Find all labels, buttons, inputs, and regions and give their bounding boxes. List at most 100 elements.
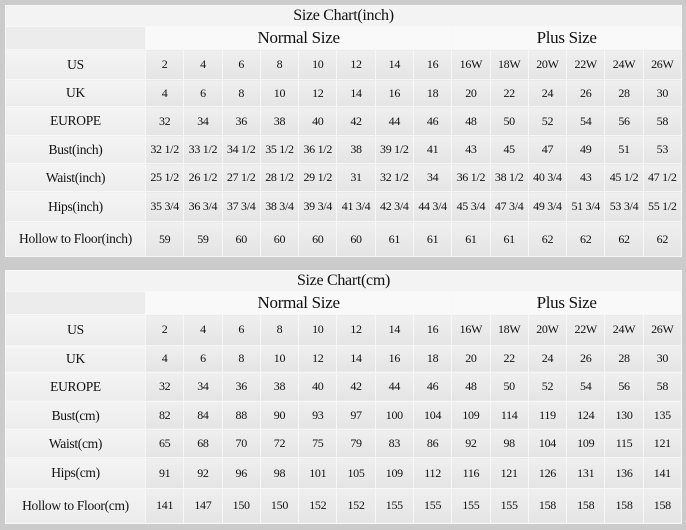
size-value-cell: 90 xyxy=(259,400,300,431)
row-label: Bust(inch) xyxy=(5,135,146,164)
size-value-cell: 152 xyxy=(298,487,338,525)
size-value-cell: 26W xyxy=(642,314,683,346)
size-value-cell: 50 xyxy=(489,106,529,136)
size-value-cell: 8 xyxy=(259,314,300,346)
size-value-cell: 31 xyxy=(336,163,376,192)
size-value-cell: 22W xyxy=(566,314,606,346)
size-value-cell: 54 xyxy=(566,371,606,402)
size-value-cell: 136 xyxy=(604,457,644,489)
size-value-cell: 92 xyxy=(183,457,223,489)
size-value-cell: 93 xyxy=(298,400,338,431)
size-value-cell: 24 xyxy=(527,79,568,107)
size-value-cell: 14 xyxy=(336,79,376,107)
corner-cell xyxy=(5,291,146,316)
size-value-cell: 61 xyxy=(412,221,453,257)
size-value-cell: 38 xyxy=(336,135,376,164)
size-value-cell: 6 xyxy=(221,314,261,346)
size-value-cell: 32 1/2 xyxy=(374,163,414,192)
size-value-cell: 158 xyxy=(566,487,606,525)
size-value-cell: 44 3/4 xyxy=(412,191,453,222)
size-value-cell: 58 xyxy=(642,106,683,136)
size-value-cell: 40 xyxy=(298,371,338,402)
row-label: Waist(cm) xyxy=(5,429,146,459)
size-value-cell: 34 xyxy=(183,106,223,136)
size-value-cell: 72 xyxy=(259,429,300,459)
size-value-cell: 2 xyxy=(144,49,185,80)
size-value-cell: 68 xyxy=(183,429,223,459)
size-value-cell: 55 1/2 xyxy=(642,191,683,222)
size-value-cell: 12 xyxy=(298,79,338,107)
size-value-cell: 4 xyxy=(183,314,223,346)
size-value-cell: 121 xyxy=(489,457,529,489)
row-label: Hollow to Floor(cm) xyxy=(5,487,146,525)
size-value-cell: 155 xyxy=(489,487,529,525)
size-value-cell: 98 xyxy=(259,457,300,489)
row-label: EUROPE xyxy=(5,371,146,402)
size-value-cell: 29 1/2 xyxy=(298,163,338,192)
size-value-cell: 36 1/2 xyxy=(298,135,338,164)
size-value-cell: 88 xyxy=(221,400,261,431)
size-value-cell: 51 3/4 xyxy=(566,191,606,222)
size-value-cell: 18 xyxy=(412,79,453,107)
size-value-cell: 20W xyxy=(527,49,568,80)
row-label: Bust(cm) xyxy=(5,400,146,431)
size-value-cell: 40 3/4 xyxy=(527,163,568,192)
size-value-cell: 61 xyxy=(451,221,491,257)
size-value-cell: 32 xyxy=(144,371,185,402)
size-value-cell: 26 1/2 xyxy=(183,163,223,192)
size-value-cell: 20 xyxy=(451,79,491,107)
size-value-cell: 22 xyxy=(489,344,529,373)
size-value-cell: 16W xyxy=(451,49,491,80)
size-value-cell: 155 xyxy=(374,487,414,525)
size-value-cell: 114 xyxy=(489,400,529,431)
size-value-cell: 32 1/2 xyxy=(144,135,185,164)
size-value-cell: 100 xyxy=(374,400,414,431)
size-value-cell: 126 xyxy=(527,457,568,489)
size-value-cell: 96 xyxy=(221,457,261,489)
size-value-cell: 41 3/4 xyxy=(336,191,376,222)
size-value-cell: 49 xyxy=(566,135,606,164)
size-value-cell: 10 xyxy=(259,79,300,107)
size-value-cell: 22 xyxy=(489,79,529,107)
size-value-cell: 54 xyxy=(566,106,606,136)
size-value-cell: 86 xyxy=(412,429,453,459)
size-value-cell: 52 xyxy=(527,106,568,136)
size-value-cell: 52 xyxy=(527,371,568,402)
size-value-cell: 33 1/2 xyxy=(183,135,223,164)
size-value-cell: 24W xyxy=(604,314,644,346)
chart-title: Size Chart(cm) xyxy=(5,269,682,293)
group-normal-size: Normal Size xyxy=(144,291,453,316)
size-value-cell: 51 xyxy=(604,135,644,164)
size-value-cell: 35 1/2 xyxy=(259,135,300,164)
size-value-cell: 38 xyxy=(259,371,300,402)
size-value-cell: 39 1/2 xyxy=(374,135,414,164)
size-value-cell: 60 xyxy=(259,221,300,257)
size-value-cell: 75 xyxy=(298,429,338,459)
size-value-cell: 27 1/2 xyxy=(221,163,261,192)
size-value-cell: 91 xyxy=(144,457,185,489)
group-plus-size: Plus Size xyxy=(451,26,682,50)
size-value-cell: 16 xyxy=(374,79,414,107)
group-plus-size: Plus Size xyxy=(451,291,682,316)
size-value-cell: 36 1/2 xyxy=(451,163,491,192)
size-value-cell: 16W xyxy=(451,314,491,346)
size-value-cell: 12 xyxy=(298,344,338,373)
size-value-cell: 79 xyxy=(336,429,376,459)
size-value-cell: 48 xyxy=(451,106,491,136)
size-value-cell: 62 xyxy=(566,221,606,257)
size-value-cell: 26 xyxy=(566,344,606,373)
size-value-cell: 116 xyxy=(451,457,491,489)
size-value-cell: 22W xyxy=(566,49,606,80)
size-value-cell: 61 xyxy=(374,221,414,257)
size-value-cell: 14 xyxy=(336,344,376,373)
size-value-cell: 147 xyxy=(183,487,223,525)
size-table: Size Chart(inch) Normal Size Plus Size US 2 4… xyxy=(5,5,683,257)
size-value-cell: 2 xyxy=(144,314,185,346)
table-row: UK 4 6 8 10 12 14 16 18 20 22 24 26 28 30 xyxy=(5,344,683,373)
size-value-cell: 158 xyxy=(527,487,568,525)
size-value-cell: 152 xyxy=(336,487,376,525)
size-value-cell: 131 xyxy=(566,457,606,489)
size-value-cell: 70 xyxy=(221,429,261,459)
size-value-cell: 24W xyxy=(604,49,644,80)
size-value-cell: 40 xyxy=(298,106,338,136)
